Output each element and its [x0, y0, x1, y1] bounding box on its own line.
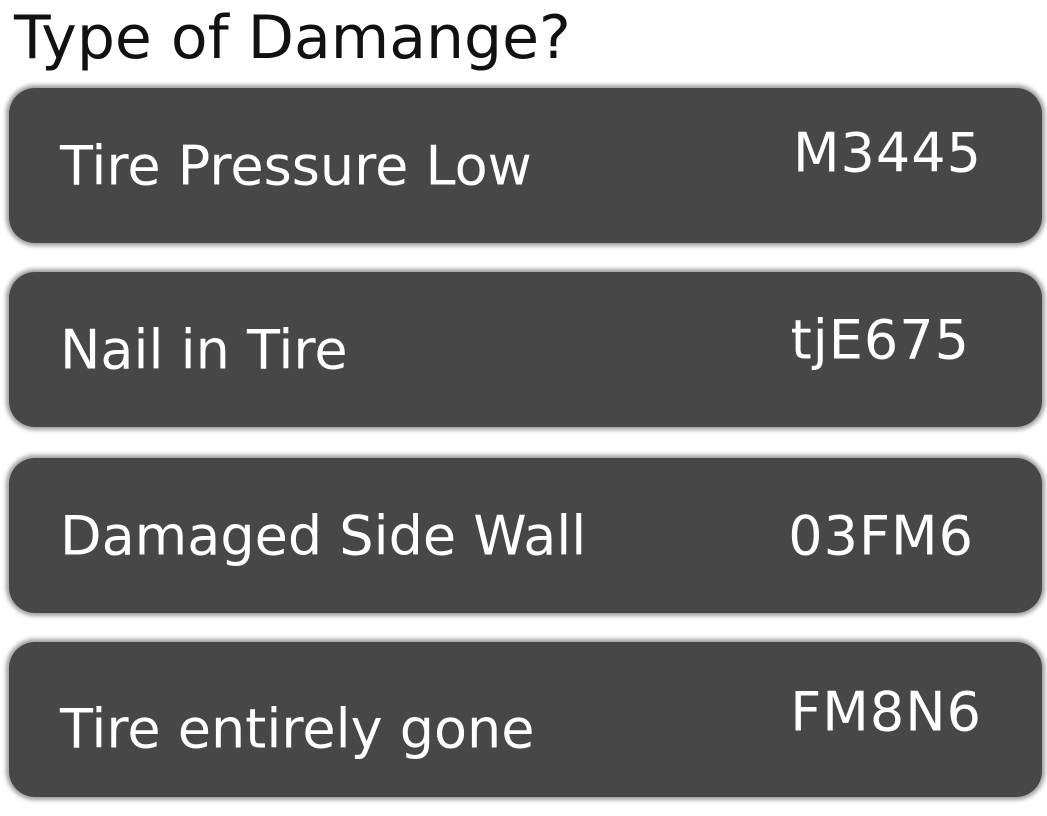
option-nail-in-tire[interactable]: Nail in Tire tjE675	[9, 272, 1042, 427]
option-code: M3445	[792, 121, 982, 185]
option-label: Tire entirely gone	[60, 697, 535, 761]
option-label: Tire Pressure Low	[60, 134, 532, 197]
option-tire-pressure-low[interactable]: Tire Pressure Low M3445	[9, 88, 1042, 243]
option-code: FM8N6	[790, 680, 982, 744]
option-code: tjE675	[790, 308, 970, 372]
option-label: Damaged Side Wall	[60, 504, 587, 567]
page-title: Type of Damange?	[14, 3, 571, 73]
option-damaged-side-wall[interactable]: Damaged Side Wall 03FM6	[9, 458, 1042, 613]
option-label: Nail in Tire	[60, 318, 348, 381]
option-tire-entirely-gone[interactable]: Tire entirely gone FM8N6	[9, 642, 1042, 797]
option-code: 03FM6	[788, 504, 974, 567]
